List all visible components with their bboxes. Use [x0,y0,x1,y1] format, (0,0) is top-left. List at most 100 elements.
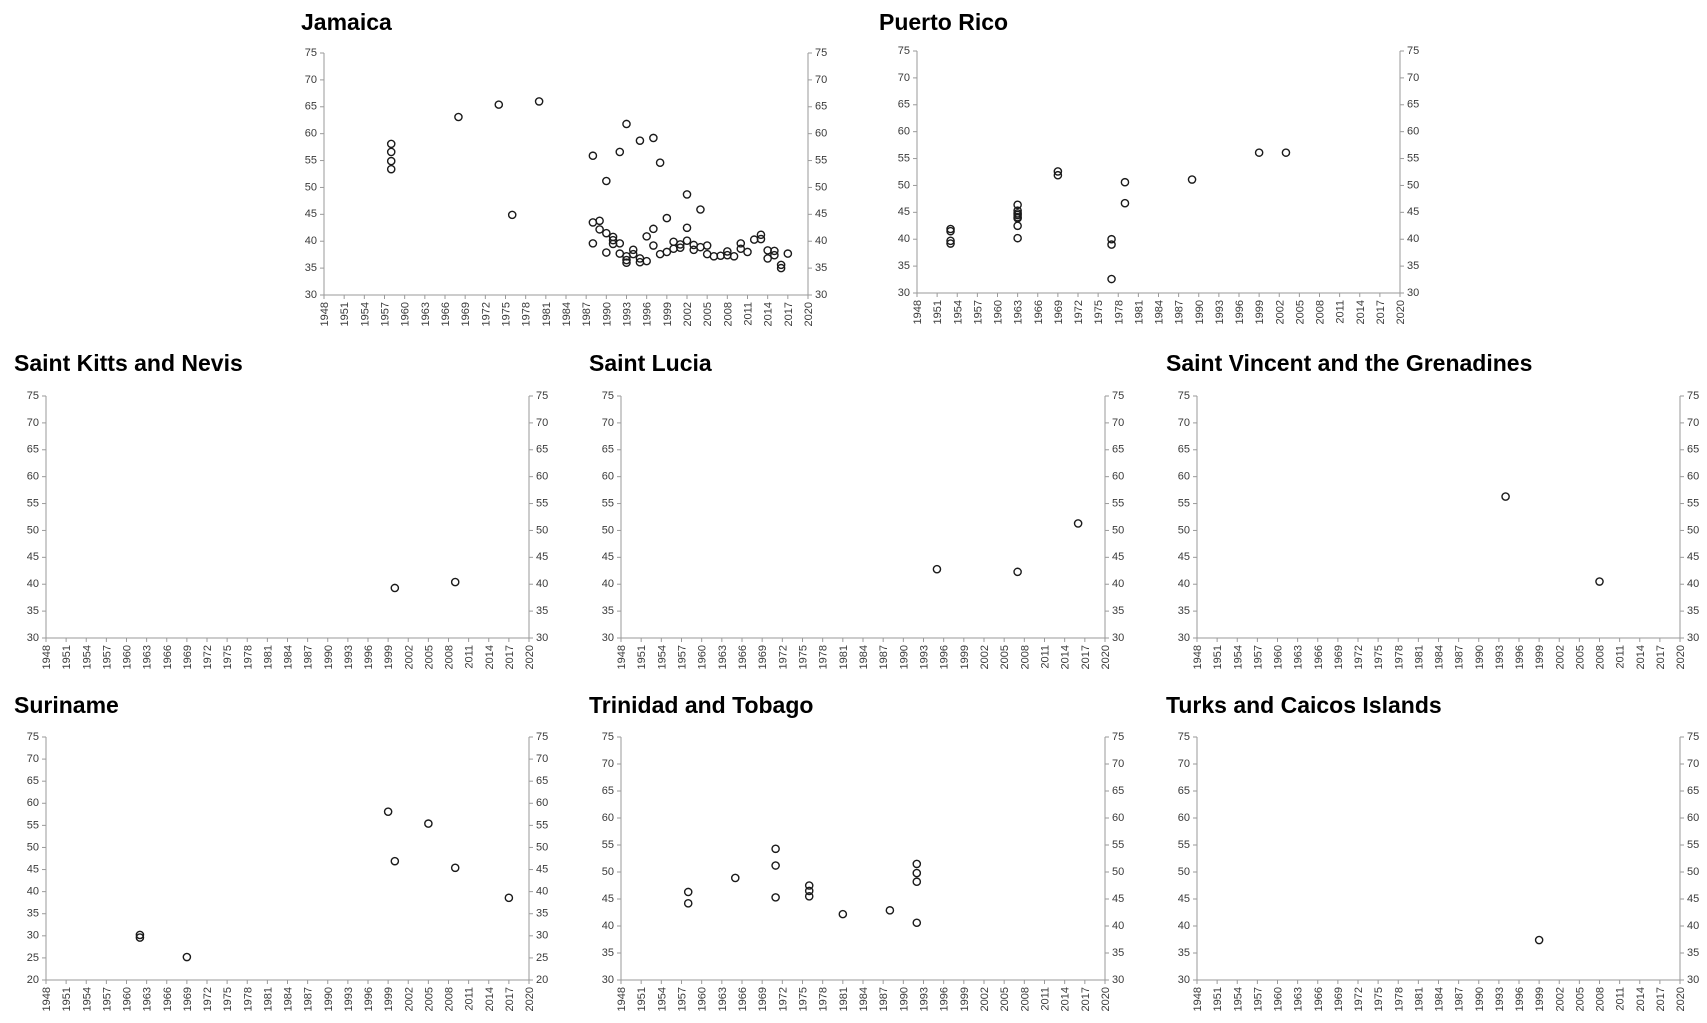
x-tick-label: 1987 [303,645,315,669]
x-tick-label: 1999 [1254,300,1266,324]
x-tick-label: 1981 [838,645,850,669]
x-tick-label: 1948 [616,645,628,669]
data-point [912,868,922,878]
y-tick-label-right: 75 [1687,731,1699,743]
y-tick-label-left: 70 [27,417,39,429]
data-point [595,216,604,226]
y-tick-label-right: 45 [1112,893,1124,905]
y-tick-label-left: 40 [27,886,39,898]
x-tick-label: 1966 [1313,645,1325,669]
x-tick-label: 1960 [697,645,709,669]
x-tick-label: 2011 [1615,987,1627,1011]
y-tick-label-left: 70 [305,74,317,86]
data-point [1534,935,1544,945]
x-tick-label: 2011 [464,645,476,669]
x-tick-label: 2020 [1395,300,1407,324]
chart-title: Puerto Rico [879,9,1008,35]
x-tick-label: 1981 [838,987,850,1011]
chart-panel-0: Jamaica 30 30 35 35 40 40 45 45 50 50 55 55 60 60 65 65 7… [301,9,827,326]
x-tick-label: 1984 [283,987,295,1011]
y-tick-label-left: 65 [305,101,317,113]
data-point [622,258,631,268]
y-tick-label-right: 45 [1687,893,1699,905]
data-point [1187,175,1197,184]
data-point [454,112,463,122]
y-tick-label-right: 70 [1687,417,1699,429]
x-tick-label: 1948 [319,302,331,326]
x-tick-label: 1957 [677,987,689,1011]
x-tick-label: 1951 [61,987,73,1011]
y-tick-label-right: 45 [1112,551,1124,563]
x-tick-label: 1990 [898,987,910,1011]
x-tick-label: 1960 [122,645,134,669]
x-tick-label: 2020 [1675,645,1687,669]
x-tick-label: 1954 [81,645,93,669]
y-tick-label-right: 65 [1112,444,1124,456]
data-point [696,205,705,214]
x-tick-label: 1975 [798,645,810,669]
y-tick-label-left: 30 [27,930,39,942]
data-point [135,933,145,942]
data-point [182,952,192,962]
y-tick-label-right: 50 [1687,866,1699,878]
data-point [771,893,780,902]
y-tick-label-left: 75 [27,731,39,743]
y-tick-label-left: 45 [27,863,39,875]
data-point [770,250,779,260]
x-tick-label: 1990 [601,302,613,326]
x-tick-label: 1987 [581,302,593,326]
x-tick-label: 2008 [1595,645,1607,669]
y-tick-label-right: 55 [1687,497,1699,509]
x-tick-label: 1975 [1373,645,1385,669]
x-tick-label: 1984 [283,645,295,669]
x-tick-label: 1978 [1113,300,1125,324]
data-point [1501,492,1510,501]
x-tick-label: 2005 [1574,987,1586,1011]
data-point [642,256,651,266]
y-tick-label-left: 75 [305,47,317,59]
y-tick-label-right: 30 [1687,974,1699,986]
x-tick-label: 1975 [222,987,234,1011]
y-tick-label-left: 75 [1178,731,1190,743]
y-tick-label-left: 70 [898,72,910,84]
y-tick-label-right: 40 [1687,578,1699,590]
y-tick-label-left: 60 [602,471,614,483]
data-point [649,133,658,143]
y-tick-label-right: 60 [1407,126,1419,138]
x-tick-label: 1960 [993,300,1005,324]
y-tick-label-left: 35 [898,260,910,272]
y-tick-label-right: 65 [536,775,548,787]
y-tick-label-left: 35 [602,605,614,617]
y-tick-label-left: 30 [1178,632,1190,644]
y-tick-label-left: 40 [602,578,614,590]
x-tick-label: 1960 [697,987,709,1011]
x-tick-label: 1987 [1454,645,1466,669]
data-point [1013,200,1022,210]
data-point [729,251,739,261]
y-tick-label-left: 75 [898,45,910,57]
x-tick-label: 2002 [403,987,415,1011]
y-tick-label-left: 65 [27,444,39,456]
y-tick-label-left: 55 [1178,839,1190,851]
x-tick-label: 1966 [1033,300,1045,324]
x-tick-label: 1975 [1373,987,1385,1011]
data-point [450,577,460,587]
data-point [386,156,396,166]
data-point [1595,577,1604,586]
data-point [912,918,922,928]
x-tick-label: 1984 [1434,987,1446,1011]
y-tick-label-right: 45 [815,208,827,220]
data-point [1107,274,1116,284]
data-point [602,228,611,238]
x-tick-label: 2017 [1080,987,1092,1011]
y-tick-label-right: 45 [536,551,548,563]
x-tick-label: 1951 [339,302,351,326]
y-tick-label-left: 55 [898,152,910,164]
data-point [1254,148,1264,157]
x-tick-label: 2014 [1635,645,1647,669]
y-tick-label-right: 30 [1112,632,1124,644]
data-point [946,226,955,236]
data-point [885,906,895,915]
x-tick-label: 1954 [359,302,371,326]
x-tick-label: 2011 [464,987,476,1011]
